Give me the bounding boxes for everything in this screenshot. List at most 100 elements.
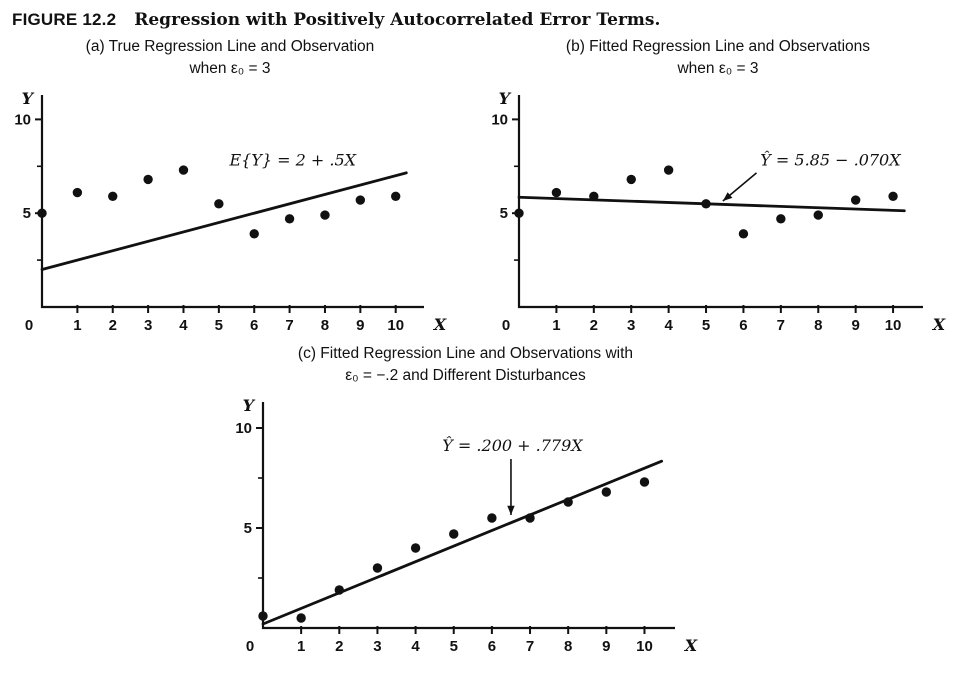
x-axis-label: X xyxy=(932,315,946,334)
x-tick-label: 1 xyxy=(73,317,81,334)
data-point xyxy=(284,214,295,224)
x-tick-label: 2 xyxy=(590,317,598,334)
x-tick-label: 8 xyxy=(321,317,329,334)
panel-a-title: (a) True Regression Line and Observation… xyxy=(86,36,375,81)
x-tick-label: 10 xyxy=(885,317,902,334)
panel-a-title-line2: when ε₀ = 3 xyxy=(189,60,271,78)
data-point xyxy=(888,191,898,201)
data-point xyxy=(320,210,330,220)
x-tick-label: 2 xyxy=(109,317,117,334)
data-point xyxy=(738,229,749,239)
panel-c-chart-canvas: 5 10 1 2 3 4 5 6 7 8 9 10 0 Y X Ŷ = .200 + .779X xyxy=(235,396,697,655)
panel-c-title-line2: ε₀ = −.2 and Different Disturbances xyxy=(345,367,586,385)
data-point xyxy=(551,187,562,198)
equation-label: Ŷ = 5.85 − .070X xyxy=(760,149,901,169)
data-point xyxy=(391,191,401,201)
regression-line xyxy=(40,171,408,271)
data-point xyxy=(249,229,259,239)
panel-b: (b) Fitted Regression Line and Observati… xyxy=(483,36,953,341)
data-point xyxy=(524,513,535,523)
panel-a-title-line1: (a) True Regression Line and Observation xyxy=(85,38,375,55)
top-row: (a) True Regression Line and Observation… xyxy=(0,30,959,341)
origin-label: 0 xyxy=(502,317,510,334)
panel-b-chart-canvas: 5 10 1 2 3 4 5 6 7 8 9 10 0 Y X Ŷ = 5.85 − .070X xyxy=(491,89,946,334)
panel-b-title: (b) Fitted Regression Line and Observati… xyxy=(566,36,870,81)
x-tick-label: 3 xyxy=(373,638,381,655)
x-tick-label: 5 xyxy=(215,317,223,334)
data-point xyxy=(108,191,118,201)
x-axis-label: X xyxy=(433,315,447,334)
x-tick-label: 10 xyxy=(387,317,404,334)
y-tick-label: 5 xyxy=(243,520,251,537)
x-tick-label: 8 xyxy=(814,317,822,334)
data-point xyxy=(295,613,306,623)
x-tick-label: 5 xyxy=(702,317,710,334)
data-point xyxy=(701,199,711,209)
x-tick-label: 6 xyxy=(487,638,495,655)
x-tick-label: 1 xyxy=(552,317,560,334)
x-tick-label: 9 xyxy=(602,638,610,655)
panel-b-title-line1: (b) Fitted Regression Line and Observati… xyxy=(565,38,871,55)
data-point xyxy=(372,563,382,573)
x-axis-label: X xyxy=(683,636,697,655)
panel-b-title-line2: when ε₀ = 3 xyxy=(677,60,759,78)
regression-line xyxy=(261,459,663,626)
panel-c: (c) Fitted Regression Line and Observati… xyxy=(227,343,705,662)
data-point xyxy=(355,195,366,205)
y-tick-label: 10 xyxy=(235,420,252,437)
data-point xyxy=(143,174,153,185)
data-point xyxy=(214,199,224,209)
x-tick-label: 6 xyxy=(739,317,747,334)
data-point xyxy=(448,529,458,539)
figure-title: Regression with Positively Autocorrelate… xyxy=(134,10,661,30)
data-point xyxy=(72,187,83,198)
annotation-arrow-head xyxy=(506,505,515,515)
data-point xyxy=(257,611,268,621)
x-tick-label: 10 xyxy=(636,638,653,655)
figure-label: FIGURE 12.2 xyxy=(12,10,117,29)
y-tick-label: 5 xyxy=(500,205,508,222)
data-point xyxy=(514,208,524,218)
y-axis-label: Y xyxy=(499,89,512,108)
equation-label: Ŷ = .200 + .779X xyxy=(442,435,583,455)
y-axis-label: Y xyxy=(242,396,255,415)
x-tick-label: 4 xyxy=(664,317,673,334)
data-point xyxy=(639,477,649,487)
x-tick-label: 4 xyxy=(411,638,420,655)
annotation-arrow-head xyxy=(722,192,733,201)
x-tick-label: 8 xyxy=(564,638,572,655)
x-tick-label: 9 xyxy=(356,317,364,334)
y-tick-label: 10 xyxy=(14,111,31,128)
data-point xyxy=(776,214,786,224)
data-point xyxy=(410,543,420,553)
data-point xyxy=(663,165,674,175)
x-tick-label: 3 xyxy=(144,317,152,334)
regression-line xyxy=(517,195,906,213)
panel-c-title: (c) Fitted Regression Line and Observati… xyxy=(298,343,633,388)
x-tick-label: 6 xyxy=(250,317,258,334)
y-tick-label: 10 xyxy=(491,111,508,128)
origin-label: 0 xyxy=(25,317,33,334)
data-point xyxy=(486,513,497,523)
data-point xyxy=(850,195,861,205)
data-point xyxy=(813,210,823,220)
x-tick-label: 9 xyxy=(851,317,859,334)
data-point xyxy=(601,487,611,497)
data-point xyxy=(334,585,344,595)
bottom-row: (c) Fitted Regression Line and Observati… xyxy=(0,343,959,662)
data-point xyxy=(589,191,599,201)
y-tick-label: 5 xyxy=(23,205,31,222)
figure-header: FIGURE 12.2 Regression with Positively Au… xyxy=(0,0,959,30)
x-tick-label: 2 xyxy=(335,638,343,655)
panel-a-chart-canvas: 5 10 1 2 3 4 5 6 7 8 9 10 0 Y X E{Y} = 2 + .5X xyxy=(14,89,447,334)
x-tick-label: 7 xyxy=(777,317,785,334)
x-tick-label: 5 xyxy=(449,638,457,655)
panel-c-title-line1: (c) Fitted Regression Line and Observati… xyxy=(297,344,634,362)
x-tick-label: 3 xyxy=(627,317,635,334)
y-axis-label: Y xyxy=(22,89,35,108)
data-point xyxy=(178,165,189,175)
equation-label: E{Y} = 2 + .5X xyxy=(228,150,356,169)
data-point xyxy=(626,174,636,185)
x-tick-label: 7 xyxy=(525,638,533,655)
